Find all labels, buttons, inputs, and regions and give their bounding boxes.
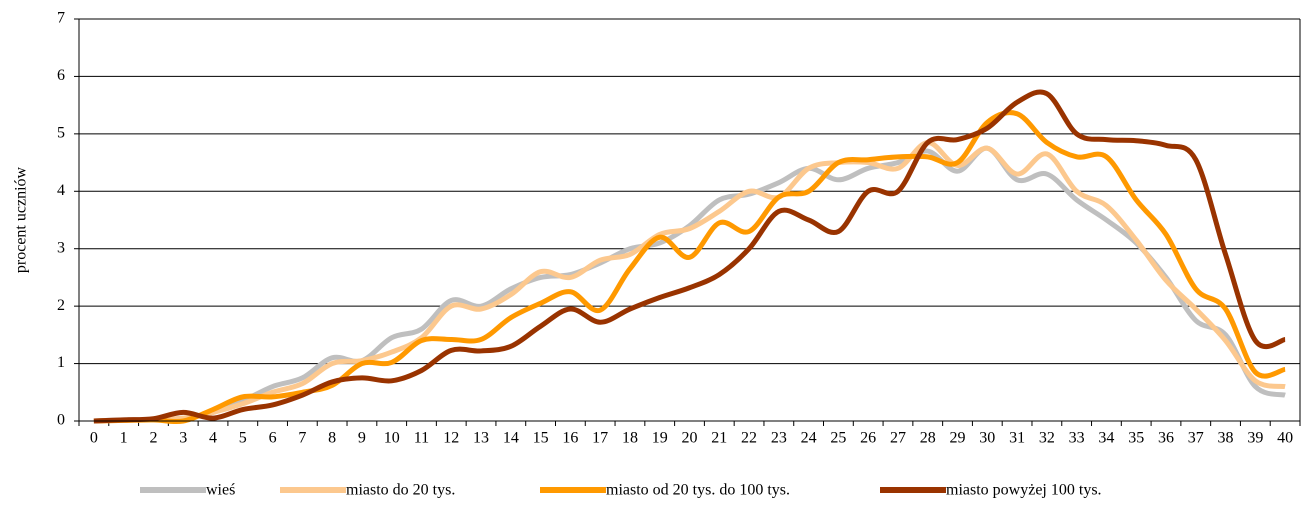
series-line: [93, 139, 1286, 424]
x-tick-label: 3: [179, 430, 187, 447]
x-tick-label: 2: [149, 430, 157, 447]
x-tick-label: 18: [622, 430, 638, 447]
x-tick-label: 20: [682, 430, 698, 447]
x-tick-label: 13: [473, 430, 489, 447]
x-tick-label: 24: [801, 430, 817, 447]
x-tick-label: 6: [269, 430, 277, 447]
y-tick-label: 3: [57, 239, 65, 256]
x-tick-label: 8: [328, 430, 336, 447]
y-tick-label: 6: [57, 67, 65, 84]
x-tick-label: 17: [592, 430, 608, 447]
x-tick-label: 15: [533, 430, 549, 447]
x-tick-label: 40: [1277, 430, 1293, 447]
x-tick-label: 4: [209, 430, 217, 447]
x-tick-label: 32: [1039, 430, 1055, 447]
series-line: [93, 89, 1286, 424]
x-tick-label: 1: [120, 430, 128, 447]
x-tick-label: 34: [1098, 430, 1114, 447]
x-tick-label: 35: [1128, 430, 1144, 447]
x-tick-label: 22: [741, 430, 757, 447]
x-tick-label: 21: [711, 430, 727, 447]
x-tick-label: 5: [239, 430, 247, 447]
y-axis-label: procent uczniów: [13, 166, 30, 273]
x-tick-label: 38: [1218, 430, 1234, 447]
x-tick-label: 39: [1247, 430, 1263, 447]
x-tick-label: 11: [414, 430, 429, 447]
x-tick-label: 37: [1188, 430, 1204, 447]
x-tick-label: 14: [503, 430, 519, 447]
y-tick-label: 7: [57, 10, 65, 27]
x-tick-label: 10: [384, 430, 400, 447]
x-tick-label: 12: [443, 430, 459, 447]
legend-label: miasto do 20 tys.: [346, 482, 455, 499]
y-tick-label: 0: [57, 412, 65, 429]
legend-label: wieś: [206, 482, 235, 499]
x-tick-label: 7: [298, 430, 306, 447]
x-tick-label: 25: [830, 430, 846, 447]
y-tick-label: 5: [57, 125, 65, 142]
x-tick-label: 26: [860, 430, 876, 447]
x-tick-label: 0: [90, 430, 98, 447]
x-tick-label: 19: [652, 430, 668, 447]
series-line: [93, 145, 1286, 424]
x-tick-label: 36: [1158, 430, 1174, 447]
y-tick-label: 1: [57, 354, 65, 371]
x-tick-label: 16: [562, 430, 578, 447]
x-tick-label: 23: [771, 430, 787, 447]
x-tick-label: 9: [358, 430, 366, 447]
x-tick-label: 28: [920, 430, 936, 447]
series-line: [93, 110, 1286, 425]
legend-label: miasto powyżej 100 tys.: [946, 482, 1102, 499]
x-tick-label: 30: [979, 430, 995, 447]
y-tick-label: 4: [57, 182, 65, 199]
legend-label: miasto od 20 tys. do 100 tys.: [606, 482, 790, 499]
y-tick-label: 2: [57, 297, 65, 314]
x-tick-label: 27: [890, 430, 906, 447]
x-tick-label: 31: [1009, 430, 1025, 447]
x-tick-label: 29: [950, 430, 966, 447]
x-tick-label: 33: [1069, 430, 1085, 447]
